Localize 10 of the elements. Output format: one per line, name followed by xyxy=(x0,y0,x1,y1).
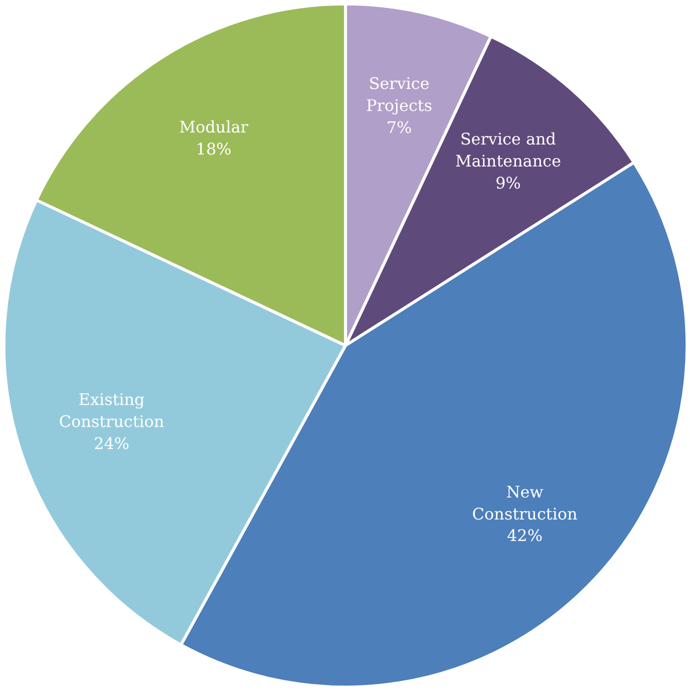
slice-label: New Construction xyxy=(472,482,578,524)
slice-label: Service and Maintenance xyxy=(455,130,562,171)
data-label: 7% xyxy=(386,118,412,137)
slice-label: Existing Construction xyxy=(58,390,164,431)
data-label: 9% xyxy=(495,173,521,192)
data-label: 18% xyxy=(196,139,232,158)
data-label: 24% xyxy=(94,434,130,453)
slice-label: Modular xyxy=(179,117,249,136)
data-label: 42% xyxy=(507,526,543,546)
slice-label: Service Projects xyxy=(366,74,432,115)
